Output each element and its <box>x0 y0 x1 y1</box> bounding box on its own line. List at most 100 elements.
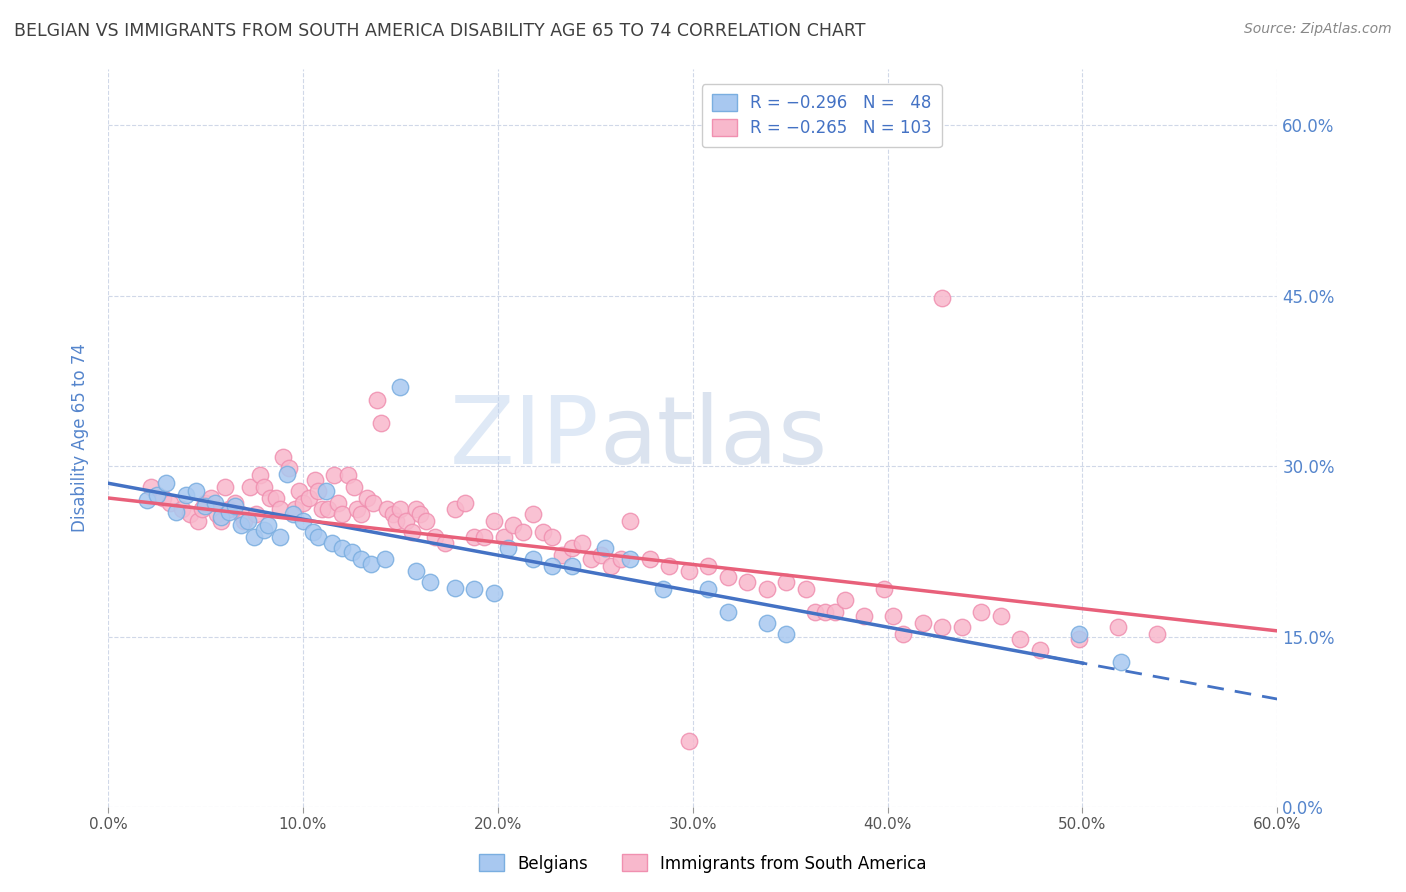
Point <box>1028 643 1050 657</box>
Point <box>950 620 973 634</box>
Point <box>425 530 447 544</box>
Point <box>609 552 631 566</box>
Point <box>581 552 603 566</box>
Point <box>395 514 418 528</box>
Point <box>155 476 177 491</box>
Point <box>179 507 201 521</box>
Point <box>253 523 276 537</box>
Point <box>970 605 993 619</box>
Point <box>340 545 363 559</box>
Point <box>658 559 681 574</box>
Text: Source: ZipAtlas.com: Source: ZipAtlas.com <box>1244 22 1392 37</box>
Point <box>170 502 193 516</box>
Point <box>619 552 641 566</box>
Point <box>361 495 384 509</box>
Legend: Belgians, Immigrants from South America: Belgians, Immigrants from South America <box>472 847 934 880</box>
Point <box>288 484 311 499</box>
Point <box>619 514 641 528</box>
Point <box>512 524 534 539</box>
Point <box>233 514 256 528</box>
Point <box>492 530 515 544</box>
Point <box>184 484 207 499</box>
Point <box>551 548 574 562</box>
Point <box>561 559 583 574</box>
Point <box>1067 632 1090 646</box>
Point <box>591 548 613 562</box>
Point <box>249 468 271 483</box>
Point <box>931 620 953 634</box>
Point <box>502 518 524 533</box>
Point <box>385 514 408 528</box>
Point <box>755 582 778 596</box>
Point <box>990 609 1012 624</box>
Point <box>174 487 197 501</box>
Point <box>342 480 364 494</box>
Point <box>599 559 621 574</box>
Point <box>218 505 240 519</box>
Point <box>194 495 217 509</box>
Point <box>326 495 349 509</box>
Text: atlas: atlas <box>599 392 827 483</box>
Point <box>374 552 396 566</box>
Point <box>652 582 675 596</box>
Point <box>1107 620 1129 634</box>
Point <box>259 491 281 505</box>
Point <box>308 484 330 499</box>
Point <box>356 491 378 505</box>
Text: ZIP: ZIP <box>450 392 599 483</box>
Point <box>824 605 846 619</box>
Point <box>190 502 212 516</box>
Point <box>1111 655 1133 669</box>
Point <box>401 524 423 539</box>
Point <box>204 495 226 509</box>
Point <box>834 593 856 607</box>
Point <box>415 514 437 528</box>
Point <box>209 510 232 524</box>
Point <box>814 605 837 619</box>
Point <box>891 627 914 641</box>
Point <box>243 530 266 544</box>
Point <box>561 541 583 555</box>
Point <box>472 530 495 544</box>
Point <box>360 557 382 571</box>
Point <box>755 615 778 630</box>
Point <box>224 499 246 513</box>
Point <box>434 536 457 550</box>
Point <box>264 491 287 505</box>
Point <box>735 575 758 590</box>
Point <box>381 507 404 521</box>
Point <box>350 552 373 566</box>
Point <box>281 507 304 521</box>
Point <box>541 530 564 544</box>
Point <box>911 615 934 630</box>
Point <box>409 507 432 521</box>
Point <box>931 291 953 305</box>
Point <box>321 536 343 550</box>
Point <box>389 379 412 393</box>
Point <box>145 487 167 501</box>
Point <box>1067 627 1090 641</box>
Point <box>571 536 593 550</box>
Point <box>330 541 353 555</box>
Point <box>482 586 505 600</box>
Point <box>214 480 236 494</box>
Point <box>717 605 740 619</box>
Point <box>804 605 827 619</box>
Point <box>269 502 291 516</box>
Point <box>366 393 388 408</box>
Point <box>238 514 260 528</box>
Point <box>638 552 661 566</box>
Point <box>697 559 720 574</box>
Point <box>194 499 217 513</box>
Point <box>245 507 267 521</box>
Point <box>209 514 232 528</box>
Point <box>276 467 298 482</box>
Point <box>330 507 353 521</box>
Point <box>375 502 398 516</box>
Point <box>291 495 314 509</box>
Point <box>311 502 333 516</box>
Point <box>463 582 485 596</box>
Point <box>298 491 321 505</box>
Point <box>136 493 159 508</box>
Point <box>853 609 876 624</box>
